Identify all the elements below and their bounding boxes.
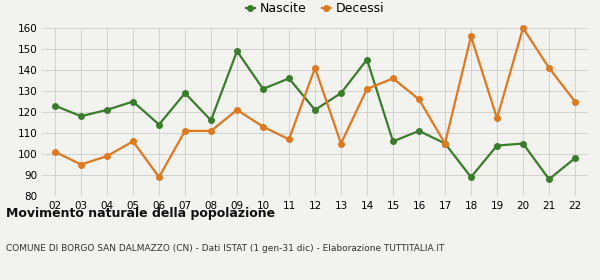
Nascite [233,50,241,53]
Decessi [467,35,475,38]
Text: Movimento naturale della popolazione: Movimento naturale della popolazione [6,207,275,220]
Nascite [415,129,422,133]
Nascite [389,140,397,143]
Legend: Nascite, Decessi: Nascite, Decessi [241,0,389,20]
Nascite [52,104,59,108]
Nascite [103,108,110,112]
Nascite [259,87,266,91]
Decessi [311,66,319,70]
Line: Decessi: Decessi [52,25,578,180]
Nascite [130,100,137,103]
Decessi [337,142,344,145]
Decessi [130,140,137,143]
Decessi [571,100,578,103]
Decessi [77,163,85,166]
Nascite [545,178,553,181]
Text: COMUNE DI BORGO SAN DALMAZZO (CN) - Dati ISTAT (1 gen-31 dic) - Elaborazione TUT: COMUNE DI BORGO SAN DALMAZZO (CN) - Dati… [6,244,445,253]
Nascite [77,115,85,118]
Nascite [286,77,293,80]
Nascite [467,175,475,179]
Decessi [520,26,527,30]
Decessi [493,117,500,120]
Decessi [103,155,110,158]
Decessi [364,87,371,91]
Decessi [208,129,215,133]
Nascite [311,108,319,112]
Decessi [52,150,59,153]
Nascite [337,91,344,95]
Nascite [181,91,188,95]
Line: Nascite: Nascite [52,48,578,182]
Decessi [389,77,397,80]
Nascite [364,58,371,61]
Decessi [415,98,422,101]
Decessi [155,175,163,179]
Decessi [545,66,553,70]
Decessi [286,138,293,141]
Decessi [259,125,266,129]
Nascite [208,119,215,122]
Nascite [520,142,527,145]
Nascite [155,123,163,126]
Nascite [442,142,449,145]
Decessi [233,108,241,112]
Decessi [181,129,188,133]
Nascite [493,144,500,147]
Nascite [571,157,578,160]
Decessi [442,142,449,145]
